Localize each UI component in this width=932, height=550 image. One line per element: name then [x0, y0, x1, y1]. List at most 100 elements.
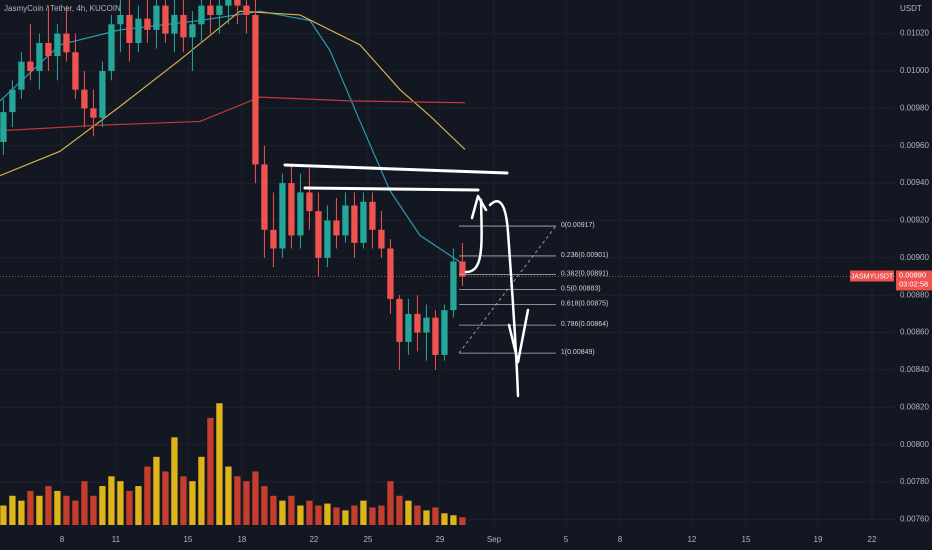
volume-bar — [18, 500, 25, 525]
volume-bar — [459, 517, 466, 525]
time-axis — [0, 525, 932, 550]
candle-body — [297, 192, 304, 236]
volume-bar — [414, 505, 421, 525]
y-tick-label: 0.00920 — [900, 216, 929, 225]
volume-bar — [324, 503, 331, 525]
drawn-arrow — [464, 198, 483, 274]
candle-body — [162, 5, 169, 34]
countdown-label: 03:02:58 — [899, 279, 928, 288]
volume-bar — [306, 500, 313, 525]
candle-body — [261, 164, 268, 230]
x-tick-label: 29 — [435, 535, 444, 544]
candle-body — [450, 261, 457, 311]
fib-retracement: 0(0.00917) 0.236(0.00901) 0.382(0.00891) 0.… — [458, 222, 608, 356]
candle-body — [270, 229, 277, 249]
candle-body — [441, 310, 448, 355]
volume-bar — [369, 507, 376, 525]
candle-body — [387, 248, 394, 299]
x-tick-label: 15 — [742, 535, 751, 544]
volume-bar — [333, 507, 340, 525]
candle-body — [324, 220, 331, 258]
candle-body — [333, 220, 340, 236]
candle-body — [459, 261, 466, 277]
y-tick-label: 0.01020 — [900, 29, 929, 38]
volume-bar — [207, 417, 214, 525]
volume-bar — [297, 505, 304, 525]
candle-body — [252, 14, 259, 165]
candle-body — [396, 298, 403, 342]
x-tick-label: Sep — [487, 535, 502, 544]
candle-body — [198, 5, 205, 25]
fib-label: 0.382(0.00891) — [561, 270, 608, 277]
drawn-arrowhead — [470, 194, 488, 220]
candle-body — [405, 313, 412, 342]
candle-body — [414, 313, 421, 333]
volume-bar — [387, 481, 394, 525]
candle-body — [18, 61, 25, 90]
volume-bar — [63, 495, 70, 525]
x-tick-label: 8 — [618, 535, 623, 544]
volume-bar — [441, 513, 448, 525]
volume-bar — [432, 507, 439, 525]
candle-body — [207, 5, 214, 15]
x-tick-label: 18 — [237, 535, 246, 544]
drawings — [283, 163, 530, 398]
x-tick-label: 5 — [564, 535, 569, 544]
volume-bar — [360, 500, 367, 525]
volume-bar — [252, 471, 259, 525]
volume-bar — [351, 505, 358, 525]
moving-average — [0, 96, 465, 132]
x-tick-label: 11 — [112, 535, 121, 544]
y-tick-label: 0.00780 — [900, 477, 929, 486]
volume-bar — [342, 510, 349, 525]
candle-body — [153, 5, 160, 30]
volume-bar — [72, 500, 79, 525]
candle-body — [72, 52, 79, 90]
candle-body — [180, 14, 187, 38]
volume-bar — [81, 481, 88, 525]
volume-bar — [279, 500, 286, 525]
moving-averages — [0, 10, 466, 266]
x-tick-label: 15 — [183, 535, 192, 544]
y-tick-label: 0.00860 — [900, 328, 929, 337]
candle-body — [63, 33, 70, 53]
candle-body — [315, 211, 322, 258]
fib-label: 0.5(0.00883) — [561, 285, 601, 292]
volume-bar — [90, 495, 97, 525]
volume-bar — [171, 437, 178, 525]
candles — [0, 0, 466, 370]
volume-bar — [315, 505, 322, 525]
candle-body — [189, 24, 196, 38]
volume-bar — [99, 486, 106, 525]
grid — [0, 0, 895, 525]
y-tick-label: 0.00940 — [900, 178, 929, 187]
symbol-label: JASMYUSDT — [851, 273, 894, 280]
candle-body — [9, 89, 16, 113]
fib-label: 0.618(0.00875) — [561, 300, 608, 307]
drawn-line — [303, 186, 480, 192]
volume-bar — [9, 495, 16, 525]
y-tick-label: 0.00960 — [900, 141, 929, 150]
volume-bar — [423, 510, 430, 525]
moving-average — [0, 10, 466, 177]
candle-body — [360, 201, 367, 243]
candle-body — [99, 70, 106, 118]
volume-bar — [189, 481, 196, 525]
volume-bar — [54, 490, 61, 525]
candle-body — [351, 205, 358, 243]
last-price-label: 0.00890 — [899, 270, 926, 279]
candle-body — [135, 18, 142, 43]
candle-body — [216, 5, 223, 15]
volume-bar — [405, 500, 412, 525]
volume-bar — [108, 476, 115, 525]
volume-bar — [144, 466, 151, 525]
volume-bar — [180, 476, 187, 525]
candle-body — [279, 183, 286, 249]
y-tick-label: 0.00900 — [900, 253, 929, 262]
candle-body — [369, 201, 376, 230]
volume-bar — [45, 486, 52, 525]
candle-body — [0, 112, 7, 142]
candle-body — [90, 108, 97, 118]
volume-bar — [450, 515, 457, 525]
